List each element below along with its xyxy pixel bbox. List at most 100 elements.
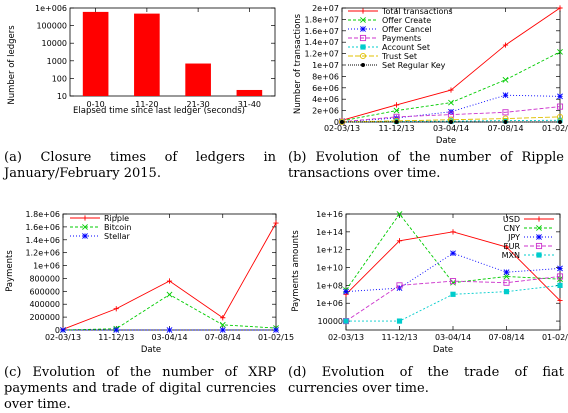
marker-filled-circle — [558, 119, 562, 124]
marker-square — [502, 109, 509, 116]
x-tick-label: 11-20 — [135, 100, 158, 109]
y-tick-label: 1e+07 — [312, 61, 339, 70]
marker-filled-square — [536, 252, 542, 258]
marker-star — [557, 265, 563, 272]
marker-filled-circle — [449, 119, 453, 124]
marker-star — [502, 92, 509, 99]
series-line — [346, 284, 561, 322]
marker-cross — [396, 211, 403, 217]
series-lines — [342, 211, 564, 325]
caption-b: (b) Evolution of the number of Ripple tr… — [288, 150, 564, 181]
y-tick-label: 1e+08 — [316, 281, 343, 290]
legend-label: Set Regular Key — [382, 61, 446, 70]
y-tick-label: 100 — [52, 74, 67, 83]
series-lines — [338, 5, 564, 125]
x-tick-label: 01-02/15 — [542, 124, 568, 133]
marker-star — [82, 233, 88, 239]
y-axis-label: Payments amounts — [291, 230, 301, 312]
series-line — [345, 276, 561, 322]
y-tick-label: 1e+16 — [316, 210, 343, 219]
plot-frame — [69, 7, 276, 97]
marker-star — [503, 269, 510, 276]
series-line — [341, 116, 561, 123]
legend-label: EUR — [504, 242, 521, 251]
y-tick-label: 1e+10 — [316, 264, 343, 273]
legend-label: CNY — [504, 224, 521, 233]
bar — [82, 11, 109, 96]
y-tick-label: 400000 — [29, 300, 60, 309]
marker-circle — [359, 52, 367, 60]
marker-star — [557, 93, 563, 100]
y-tick-label: 1e+14 — [316, 228, 343, 237]
caption-d: (d) Evolution of the trade of fiat curre… — [288, 365, 564, 396]
marker-square — [535, 242, 543, 250]
x-tick-label: 03-04/14 — [433, 124, 469, 133]
y-axis-label: Payments — [5, 250, 15, 292]
marker-star — [219, 327, 226, 333]
x-tick-label: 03-04/14 — [435, 333, 471, 342]
marker-square — [449, 278, 457, 285]
x-tick-label: 07-08/14 — [205, 333, 241, 342]
caption-a: (a) Closure times of ledgers in January/… — [4, 150, 276, 181]
legend-label: Ripple — [104, 214, 129, 223]
legend-label: Offer Cancel — [382, 25, 432, 34]
chart-fiat-currencies: 10000 1e+06 1e+08 1e+10 1e+12 1e+14 1e+16 02-03… — [291, 210, 568, 355]
marker-plus — [503, 244, 510, 250]
marker-plus — [220, 315, 226, 321]
marker-plus — [273, 220, 279, 226]
marker-filled-circle — [394, 119, 399, 124]
marker-star — [60, 327, 66, 333]
x-axis-label: Elapsed time since last ledger (seconds) — [73, 106, 245, 116]
y-tick-label: 800000 — [29, 274, 60, 283]
plot-frame — [62, 213, 277, 331]
x-tick-label: 11-12/13 — [98, 333, 134, 342]
marker-cross — [557, 48, 563, 55]
marker-square — [556, 103, 564, 110]
series-line — [62, 294, 277, 331]
series-line — [341, 94, 561, 123]
y-tick-label: 1.8e+07 — [304, 15, 339, 24]
y-tick-label: 1.6e+06 — [25, 223, 60, 232]
ticks: 10000 1e+06 1e+08 1e+10 1e+12 1e+14 1e+16 02-03… — [316, 210, 568, 342]
series-line — [345, 252, 561, 293]
bar — [236, 89, 263, 96]
marker-cross — [536, 225, 542, 231]
marker-square — [359, 34, 367, 42]
y-tick-label: 4e+06 — [312, 95, 339, 104]
y-tick-label: 2e+06 — [312, 107, 339, 116]
marker-cross — [82, 224, 88, 230]
marker-filled-circle — [340, 120, 344, 124]
axes — [345, 213, 561, 331]
chart-closure-times: 10 100 1000 10000 100000 1e+006 0-10 11-20 21-30… — [7, 4, 276, 116]
x-axis-label: Date — [141, 345, 161, 355]
marker-plus — [557, 5, 563, 11]
marker-square — [503, 279, 510, 286]
marker-filled-square — [396, 318, 403, 324]
legend-label: Stellar — [104, 232, 130, 241]
marker-plus — [360, 8, 366, 14]
series-line — [345, 231, 561, 301]
legend-label: Offer Create — [382, 16, 431, 25]
marker-filled-square — [503, 289, 510, 295]
x-axis-label: Date — [436, 136, 456, 146]
marker-square — [396, 282, 403, 289]
legend-label: Account Set — [382, 43, 430, 52]
y-tick-label: 200000 — [29, 313, 60, 322]
caption-c: (c) Evolution of the number of XRP payme… — [4, 365, 276, 412]
ticks: 10 100 1000 10000 100000 1e+006 0-10 11-20 21-30… — [35, 4, 261, 109]
legend-label: Trust Set — [381, 52, 417, 61]
x-tick-label: 03-04/14 — [151, 333, 187, 342]
chart-ripple-transactions: 0 2e+06 4e+06 6e+06 8e+06 1e+07 1.2e+07 1.4e+07… — [293, 4, 568, 146]
x-tick-label: 02-03/13 — [324, 124, 360, 133]
marker-cross — [502, 76, 509, 83]
legend-label: MXN — [502, 251, 520, 260]
y-tick-label: 0 — [334, 118, 339, 127]
y-tick-label: 1.2e+06 — [25, 249, 60, 258]
marker-star — [360, 26, 366, 32]
chart-xrp-payments: 0 200000 400000 600000 800000 1e+06 1.2e+06 1.4… — [5, 210, 294, 355]
marker-plus — [166, 278, 173, 284]
x-tick-label: 02-03/13 — [45, 333, 81, 342]
y-tick-label: 100000 — [36, 22, 67, 31]
y-tick-label: 10000 — [318, 317, 343, 326]
